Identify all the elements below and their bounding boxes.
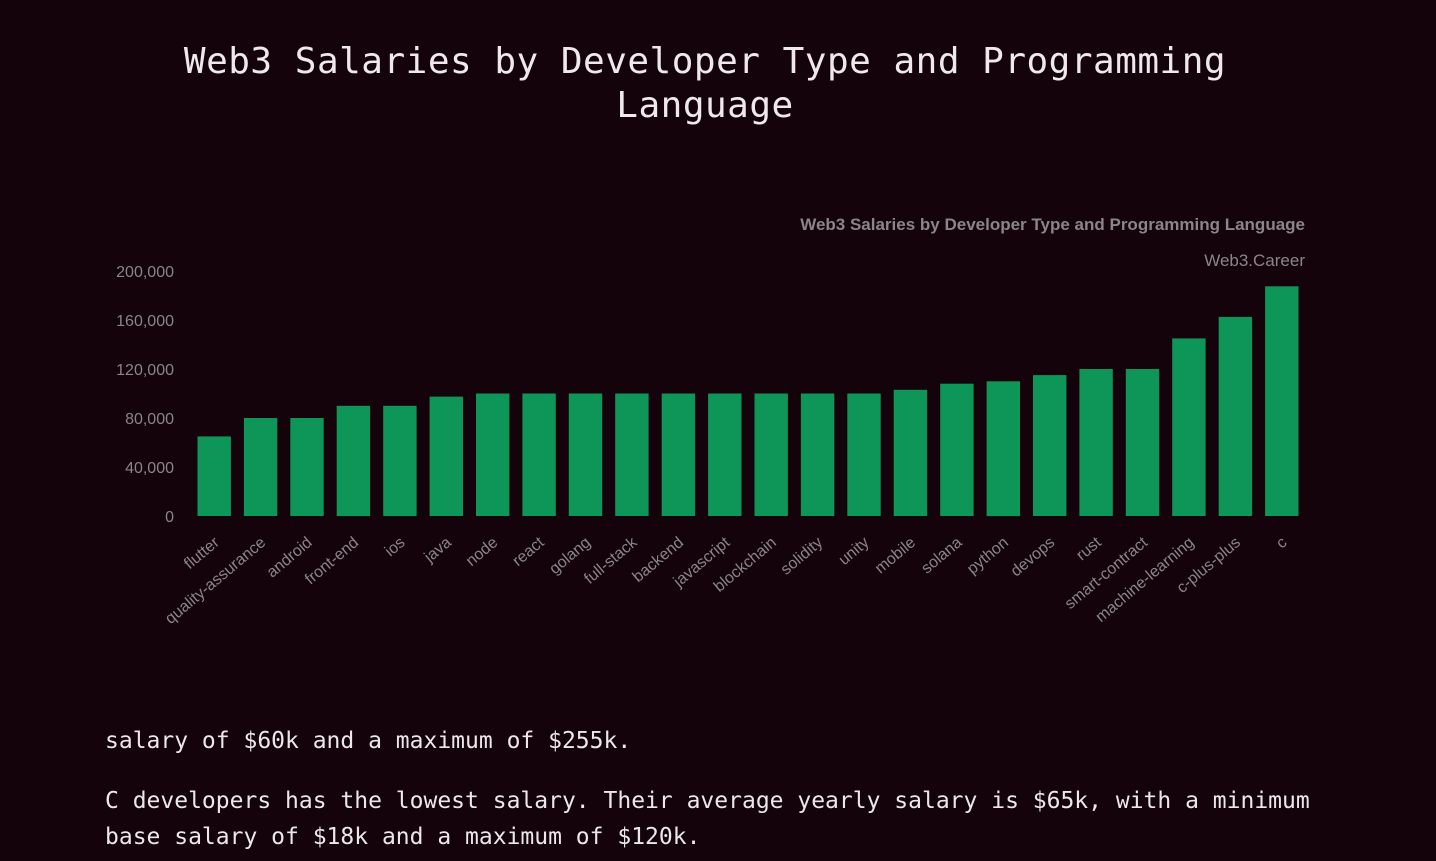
bar-python — [986, 381, 1020, 517]
bar-c — [1265, 286, 1299, 516]
x-tick-label: mobile — [872, 534, 919, 577]
chart-title: Web3 Salaries by Developer Type and Prog… — [800, 215, 1305, 234]
x-tick-label: java — [421, 534, 455, 567]
x-tick-label: rust — [1073, 534, 1105, 565]
bar-solidity — [800, 393, 835, 516]
bar-javascript — [708, 393, 742, 516]
bar-android — [290, 418, 324, 516]
bar-ios — [383, 405, 417, 517]
bar-flutter — [197, 436, 231, 516]
bar-front-end — [336, 405, 371, 517]
y-tick-label: 40,000 — [125, 460, 174, 477]
bar-c-plus-plus — [1218, 316, 1253, 516]
bar-react — [522, 393, 556, 516]
y-axis: 0 40,000 80,000 120,000 160,000 200,000 — [116, 264, 174, 526]
x-tick-label: node — [463, 534, 501, 570]
x-tick-label: solana — [918, 534, 965, 577]
bar-mobile — [893, 389, 928, 516]
x-tick-label: full-stack — [581, 533, 641, 587]
bar-devops — [1033, 375, 1067, 516]
bars — [197, 286, 1299, 517]
page-title: Web3 Salaries by Developer Type and Prog… — [183, 41, 1227, 126]
bar-quality-assurance — [243, 418, 278, 516]
bar-rust — [1079, 369, 1113, 516]
y-tick-label: 0 — [165, 509, 174, 526]
y-tick-label: 200,000 — [116, 264, 174, 281]
x-tick-label: solidity — [778, 534, 826, 578]
x-tick-label: c — [1273, 534, 1290, 552]
chart-svg: Web3 Salaries by Developer Type and Prog… — [116, 215, 1305, 628]
bar-solana — [940, 383, 974, 516]
salary-bar-chart: Web3 Salaries by Developer Type and Prog… — [0, 195, 1436, 665]
y-tick-label: 160,000 — [116, 313, 174, 330]
x-tick-label: python — [964, 534, 1012, 578]
bar-machine-learning — [1172, 338, 1206, 516]
x-tick-label: ios — [382, 534, 409, 560]
bar-node — [476, 393, 510, 516]
bar-golang — [568, 393, 603, 516]
bar-smart-contract — [1125, 369, 1160, 516]
x-tick-label: flutter — [181, 534, 223, 573]
bar-java — [429, 396, 463, 516]
y-tick-label: 120,000 — [116, 362, 174, 379]
summary-paragraph-2: C developers has the lowest salary. Thei… — [105, 788, 1310, 850]
x-tick-label: unity — [836, 534, 873, 569]
chart-subtitle: Web3.Career — [1204, 251, 1305, 270]
x-tick-label: react — [509, 534, 548, 570]
bar-blockchain — [754, 393, 788, 516]
x-tick-label: devops — [1008, 534, 1058, 580]
bar-backend — [661, 393, 696, 516]
bar-unity — [847, 393, 881, 516]
y-tick-label: 80,000 — [125, 411, 174, 428]
bar-full-stack — [615, 393, 649, 516]
x-axis: flutterquality-assuranceandroidfront-end… — [162, 533, 1290, 627]
summary-paragraph-1: salary of $60k and a maximum of $255k. — [105, 728, 632, 754]
